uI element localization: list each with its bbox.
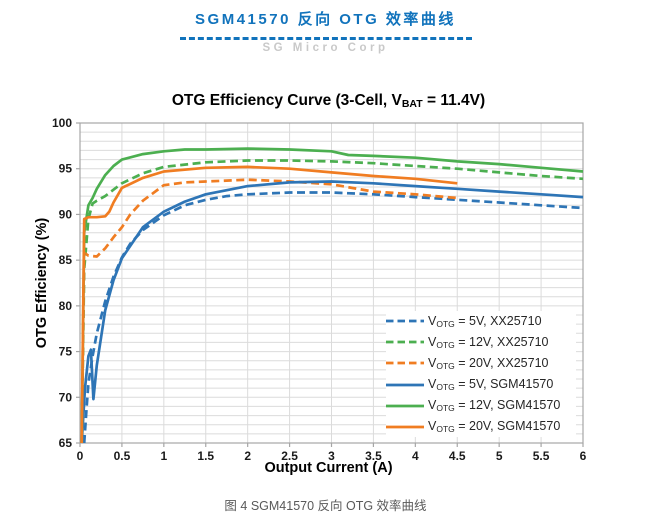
chart-title-post: = 11.4V) — [422, 92, 486, 109]
figure-caption: 图 4 SGM41570 反向 OTG 效率曲线 — [224, 499, 427, 513]
doc-title: SGM41570 反向 OTG 效率曲线 — [195, 11, 456, 28]
y-tick-label: 90 — [59, 207, 73, 221]
y-tick-label: 70 — [59, 390, 73, 404]
y-tick-label: 100 — [52, 116, 72, 130]
series-line — [80, 147, 584, 444]
x-tick-label: 2.5 — [281, 449, 298, 463]
legend-item: VOTG = 12V, SGM41570 — [386, 396, 576, 416]
y-tick-label: 65 — [59, 436, 73, 450]
legend-line-sample — [386, 340, 424, 344]
series-line — [80, 165, 458, 444]
x-tick-label: 5 — [496, 449, 503, 463]
legend-line-sample — [386, 404, 424, 408]
x-tick-label: 3 — [328, 449, 335, 463]
y-axis-label: OTG Efficiency (%) — [34, 217, 50, 349]
x-tick-label: 5.5 — [533, 449, 550, 463]
legend-line-sample — [386, 383, 424, 386]
legend-item: VOTG = 5V, SGM41570 — [386, 375, 576, 395]
legend: VOTG = 5V, XX25710 VOTG = 12V, XX25710 VOT… — [386, 311, 576, 437]
chart-title-sub: BAT — [401, 98, 423, 110]
x-axis-label: Output Current (A) — [264, 460, 393, 476]
x-tick-label: 0 — [77, 449, 84, 463]
legend-label: VOTG = 12V, XX25710 — [428, 334, 549, 350]
legend-label: VOTG = 5V, SGM41570 — [428, 377, 554, 393]
x-tick-label: 6 — [580, 449, 587, 463]
legend-line-sample — [386, 425, 424, 429]
header-divider — [179, 37, 472, 40]
series-line — [80, 159, 584, 444]
y-tick-label: 75 — [59, 345, 73, 359]
y-tick-label: 95 — [59, 162, 73, 176]
x-tick-label: 3.5 — [365, 449, 382, 463]
x-tick-label: 1 — [160, 449, 167, 463]
x-tick-label: 1.5 — [197, 449, 214, 463]
y-tick-label: 85 — [59, 253, 73, 267]
series-line — [80, 178, 458, 444]
legend-item: VOTG = 20V, XX25710 — [386, 353, 576, 373]
legend-line-sample — [386, 362, 424, 365]
x-tick-label: 4.5 — [449, 449, 466, 463]
legend-label: VOTG = 5V, XX25710 — [428, 313, 542, 329]
legend-label: VOTG = 20V, XX25710 — [428, 355, 549, 371]
legend-item: VOTG = 20V, SGM41570 — [386, 417, 576, 437]
legend-item: VOTG = 12V, XX25710 — [386, 332, 576, 352]
x-tick-label: 0.5 — [114, 449, 131, 463]
legend-line-sample — [386, 319, 424, 323]
chart-title-pre: OTG Efficiency Curve (3-Cell, V — [171, 92, 402, 109]
legend-label: VOTG = 12V, SGM41570 — [428, 398, 561, 414]
legend-label: VOTG = 20V, SGM41570 — [428, 419, 561, 435]
legend-item: VOTG = 5V, XX25710 — [386, 311, 576, 331]
x-tick-label: 2 — [244, 449, 251, 463]
series-line — [82, 191, 584, 444]
y-tick-label: 80 — [59, 299, 73, 313]
series-line — [80, 180, 584, 444]
chart-title: OTG Efficiency Curve (3-Cell, VBAT = 11.… — [6, 92, 651, 110]
x-tick-label: 4 — [412, 449, 419, 463]
company-name: SG Micro Corp — [262, 42, 389, 54]
